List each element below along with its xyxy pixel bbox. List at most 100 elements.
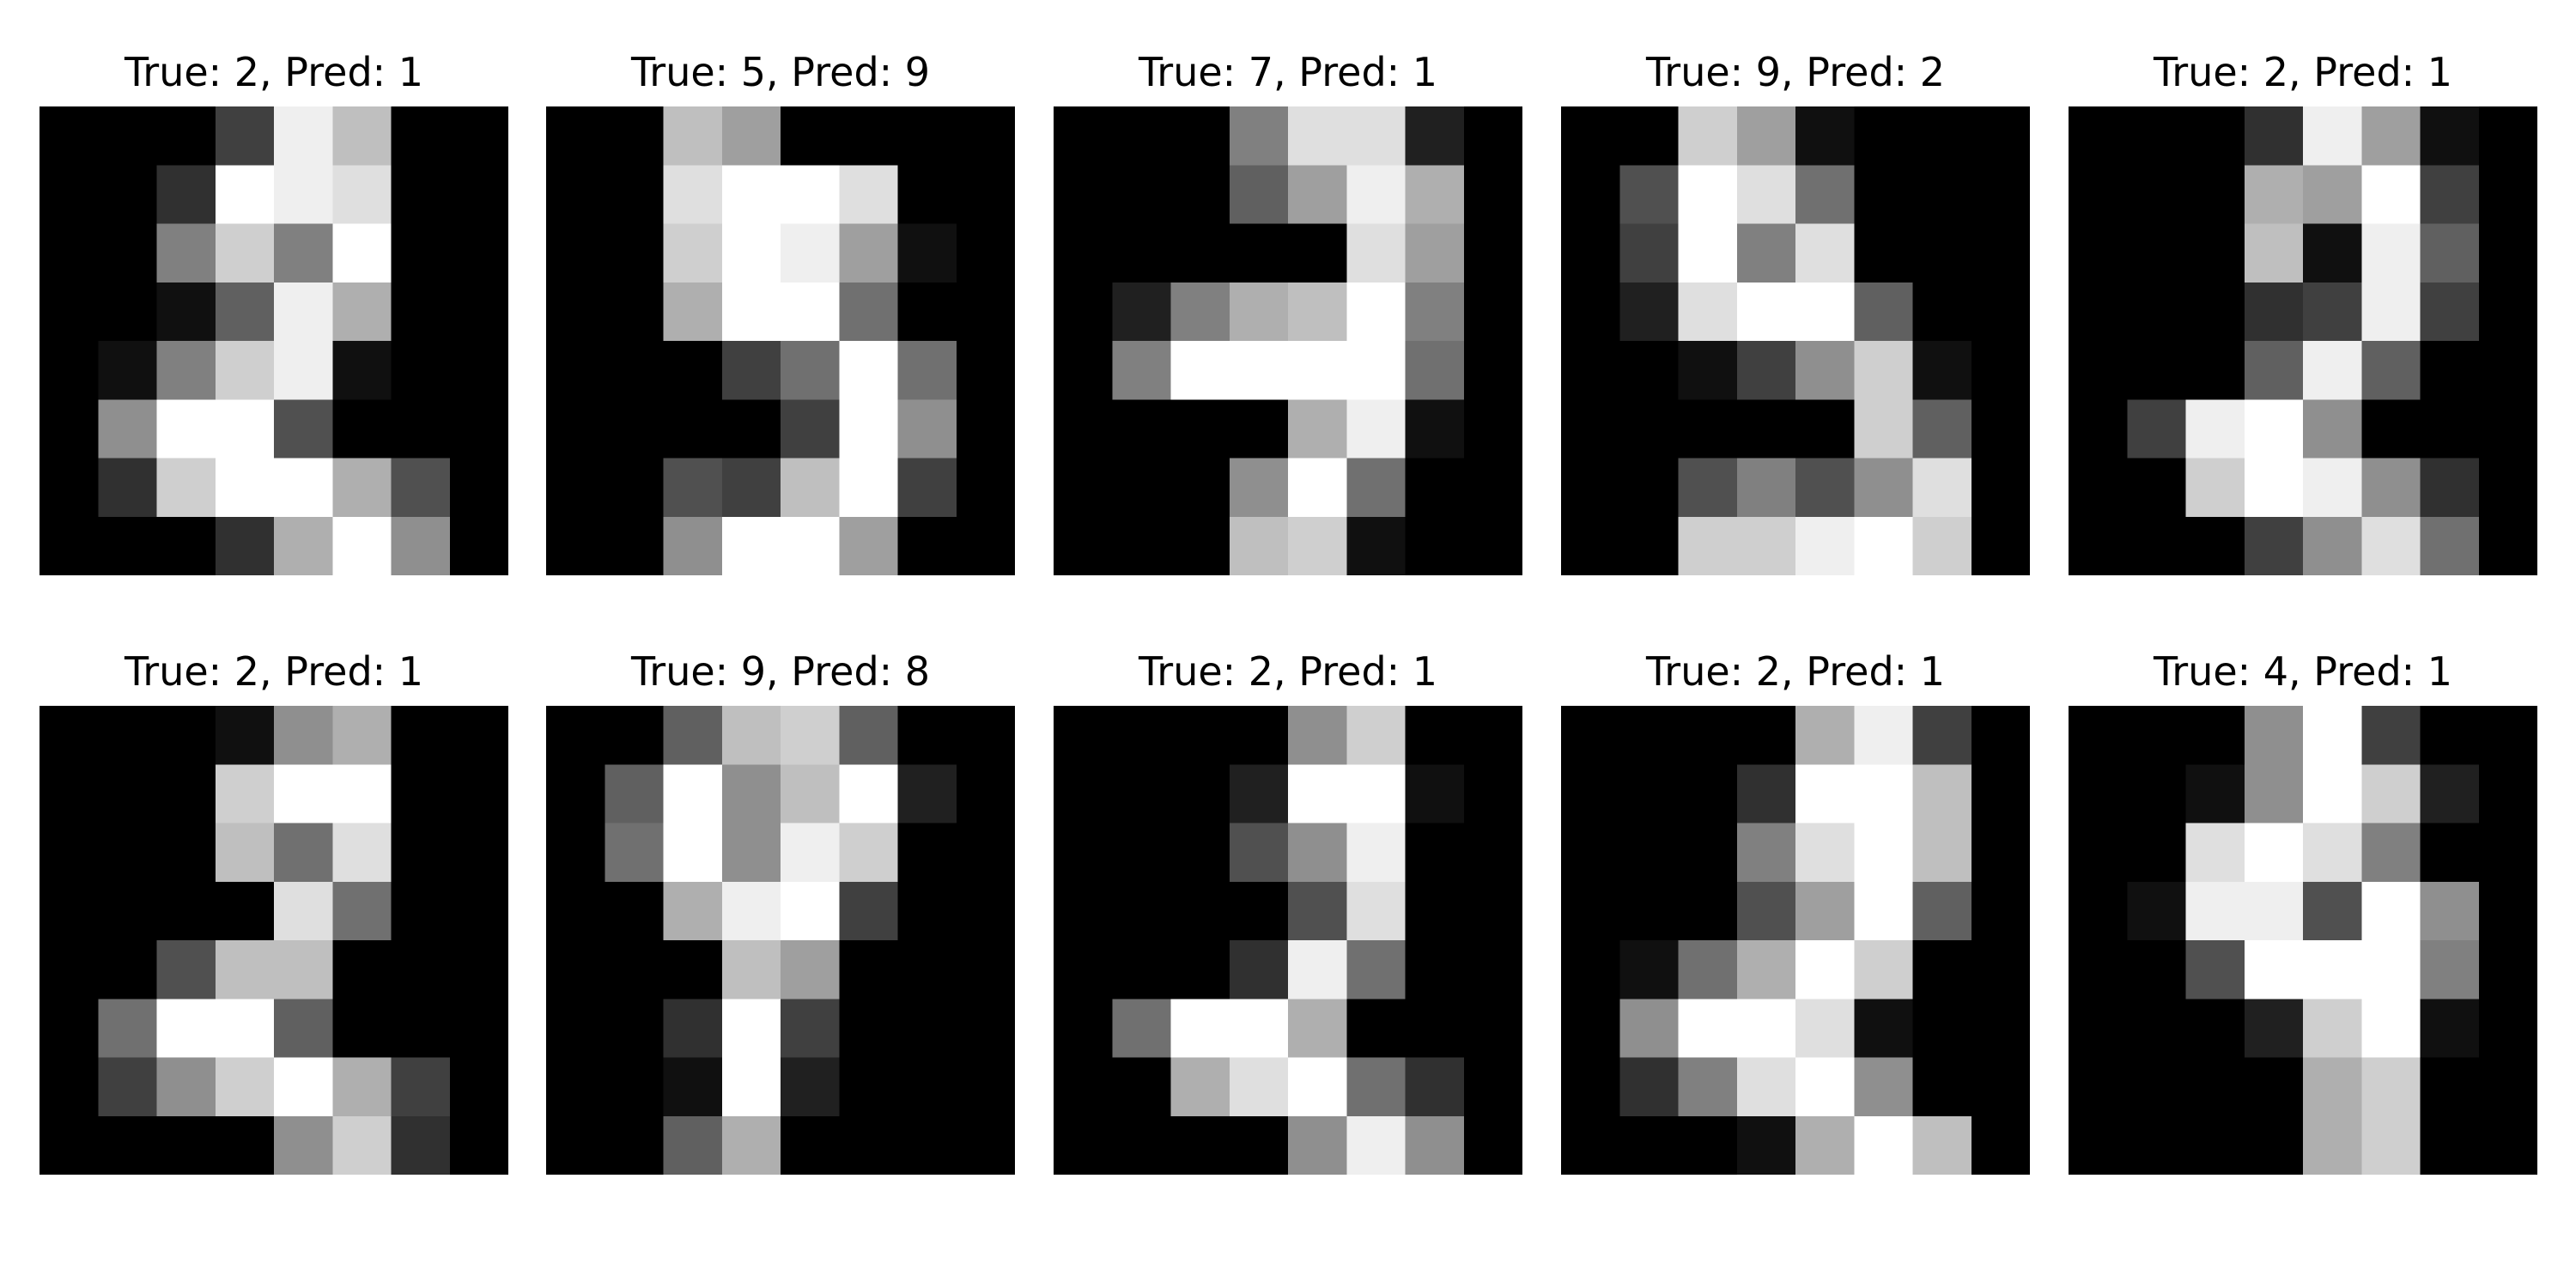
pixel-cell (1795, 224, 1856, 284)
pixel-cell (1619, 940, 1680, 1000)
pixel-cell (392, 283, 452, 343)
pixel-cell (2127, 459, 2187, 519)
pixel-cell (664, 764, 724, 824)
pixel-cell (898, 940, 958, 1000)
pixel-cell (781, 283, 841, 343)
pixel-cell (1171, 459, 1231, 519)
pixel-cell (1171, 283, 1231, 343)
pixel-cell (1737, 283, 1797, 343)
pixel-cell (2421, 882, 2481, 942)
pixel-cell (2186, 459, 2246, 519)
pixel-cell (39, 999, 100, 1059)
pixel-cell (957, 940, 1015, 1000)
pixel-cell (722, 165, 782, 225)
pixel-cell (1406, 999, 1466, 1059)
pixel-cell (450, 1058, 508, 1118)
pixel-cell (332, 764, 392, 824)
pixel-cell (2245, 1116, 2305, 1175)
pixel-cell (781, 999, 841, 1059)
pixel-cell (2479, 1116, 2537, 1175)
pixel-cell (2245, 764, 2305, 824)
pixel-cell (839, 1116, 899, 1175)
pixel-cell (1406, 341, 1466, 401)
pixel-cell (1346, 999, 1406, 1059)
pixel-cell (2361, 459, 2421, 519)
pixel-cell (1619, 283, 1680, 343)
pixel-cell (898, 399, 958, 459)
pixel-cell (1737, 341, 1797, 401)
pixel-cell (332, 999, 392, 1059)
pixel-cell (839, 224, 899, 284)
pixel-cell (1619, 399, 1680, 459)
pixel-cell (157, 341, 217, 401)
pixel-cell (605, 1058, 665, 1118)
panel-title: True: 9, Pred: 8 (546, 644, 1015, 699)
pixel-cell (1406, 940, 1466, 1000)
pixel-cell (1561, 1058, 1621, 1118)
pixel-cell (1795, 399, 1856, 459)
pixel-cell (274, 517, 334, 575)
pixel-cell (605, 283, 665, 343)
pixel-cell (1288, 1058, 1348, 1118)
pixel-cell (39, 165, 100, 225)
pixel-cell (1464, 764, 1522, 824)
pixel-cell (450, 706, 508, 766)
pixel-cell (957, 882, 1015, 942)
pixel-cell (2303, 1058, 2363, 1118)
pixel-cell (274, 283, 334, 343)
pixel-cell (1971, 1058, 2030, 1118)
pixel-cell (839, 106, 899, 167)
pixel-cell (392, 999, 452, 1059)
pixel-cell (2421, 999, 2481, 1059)
pixel-cell (1795, 940, 1856, 1000)
pixel-cell (1288, 940, 1348, 1000)
pixel-cell (1971, 165, 2030, 225)
panel-title: True: 2, Pred: 1 (1054, 644, 1522, 699)
pixel-cell (2069, 940, 2129, 1000)
pixel-cell (1561, 940, 1621, 1000)
pixel-cell (898, 106, 958, 167)
pixel-cell (1230, 399, 1290, 459)
pixel-cell (1406, 1116, 1466, 1175)
pixel-cell (1171, 823, 1231, 884)
pixel-cell (1230, 823, 1290, 884)
pixel-cell (781, 517, 841, 575)
pixel-cell (1288, 882, 1348, 942)
pixel-cell (1619, 706, 1680, 766)
pixel-cell (1171, 706, 1231, 766)
pixel-cell (1971, 283, 2030, 343)
pixel-cell (2361, 106, 2421, 167)
pixel-cell (722, 823, 782, 884)
pixel-cell (2421, 1116, 2481, 1175)
pixel-cell (605, 459, 665, 519)
pixel-cell (605, 764, 665, 824)
pixel-cell (605, 940, 665, 1000)
pixel-cell (664, 1116, 724, 1175)
pixel-cell (2069, 399, 2129, 459)
pixel-cell (605, 999, 665, 1059)
pixel-cell (157, 1116, 217, 1175)
pixel-cell (1054, 341, 1114, 401)
pixel-cell (1112, 1116, 1172, 1175)
pixel-cell (957, 224, 1015, 284)
pixel-cell (1054, 1058, 1114, 1118)
pixel-cell (1619, 1116, 1680, 1175)
pixel-cell (1561, 106, 1621, 167)
pixel-cell (781, 882, 841, 942)
pixel-cell (2421, 106, 2481, 167)
pixel-cell (1971, 706, 2030, 766)
pixel-cell (1795, 165, 1856, 225)
pixel-cell (2186, 165, 2246, 225)
pixel-cell (1054, 823, 1114, 884)
pixel-cell (1464, 224, 1522, 284)
pixel-cell (2127, 399, 2187, 459)
pixel-cell (898, 283, 958, 343)
pixel-cell (1112, 823, 1172, 884)
pixel-cell (1112, 459, 1172, 519)
pixel-cell (1171, 106, 1231, 167)
pixel-cell (2069, 764, 2129, 824)
pixel-cell (722, 706, 782, 766)
pixel-cell (2421, 399, 2481, 459)
pixel-cell (1854, 459, 1914, 519)
pixel-cell (2127, 517, 2187, 575)
